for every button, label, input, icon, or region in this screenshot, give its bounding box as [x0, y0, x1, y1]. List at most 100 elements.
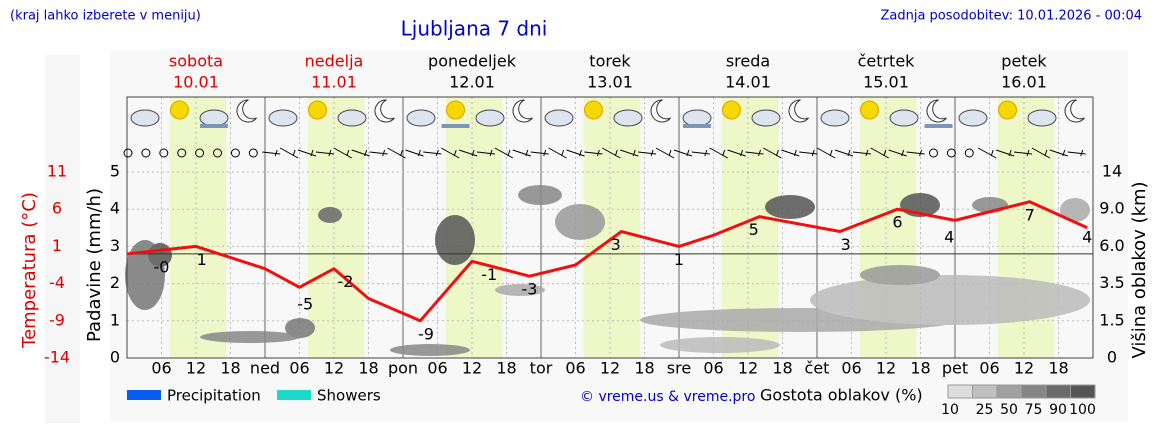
fog-icon — [683, 124, 711, 128]
cloud-icon — [889, 109, 919, 127]
wind-barb — [1031, 147, 1051, 159]
calm-wind — [248, 148, 258, 158]
density-swatch — [996, 384, 1022, 399]
day-name: torek — [589, 52, 631, 71]
temp-tick-label: 6 — [52, 199, 62, 218]
wind-barb — [620, 149, 639, 157]
temp-label: -0 — [154, 257, 170, 276]
day-name: nedelja — [305, 52, 364, 71]
day-date: 15.01 — [863, 73, 909, 92]
density-label: 75 — [1025, 402, 1043, 418]
daylight-band — [169, 97, 227, 358]
x-tick-label: 06 — [289, 359, 309, 378]
moon-icon — [926, 99, 947, 123]
wind-barb — [584, 149, 603, 157]
cloud-icon — [544, 109, 574, 127]
day-date: 10.01 — [173, 73, 219, 92]
temp-label: -1 — [481, 265, 497, 284]
title: Ljubljana 7 dni — [401, 17, 548, 41]
wind-barb — [602, 147, 621, 159]
fog-icon — [441, 124, 470, 128]
temp-tick-label: -4 — [49, 273, 65, 292]
cloud-icon — [751, 109, 781, 127]
density-swatch — [1045, 384, 1071, 399]
y2-tick-label: 3.5 — [1099, 273, 1124, 292]
left-panel — [45, 55, 80, 423]
calm-wind — [946, 148, 956, 158]
wind-barb — [834, 149, 854, 157]
cloud-density — [125, 185, 1090, 356]
wind-barb — [512, 149, 531, 157]
x-tick-label: 12 — [462, 359, 482, 378]
y2-tick-label: 0 — [1107, 348, 1117, 367]
wind-barb — [262, 149, 281, 157]
wind-barb — [1013, 149, 1033, 157]
temp-axis-title: Temperatura (°C) — [19, 192, 40, 349]
y-tick-label: 1 — [110, 310, 120, 329]
cloud-icon — [1027, 109, 1057, 127]
calm-wind — [230, 148, 240, 158]
wind-barb — [977, 147, 997, 159]
cloud-icon — [268, 109, 298, 127]
calm-wind — [964, 148, 974, 158]
y-tick-label: 3 — [110, 236, 120, 255]
sun-icon — [170, 100, 189, 120]
x-tick-label: 06 — [979, 359, 999, 378]
x-tick-label: 18 — [358, 359, 378, 378]
x-tick-label: 12 — [324, 359, 344, 378]
day-name: sreda — [726, 52, 770, 71]
wind-barb — [548, 147, 567, 159]
day-date: 13.01 — [587, 73, 633, 92]
x-tick-label: 06 — [565, 359, 585, 378]
x-tick-label: 12 — [876, 359, 896, 378]
density-swatch — [1021, 384, 1047, 399]
moon-icon — [1064, 99, 1085, 123]
y2-tick-label: 14 — [1102, 162, 1122, 181]
x-tick-label: sre — [667, 359, 691, 378]
y-tick-label: 5 — [110, 162, 120, 181]
density-label: 50 — [1000, 402, 1018, 418]
temp-label: 5 — [749, 220, 759, 239]
x-tick-label: 18 — [496, 359, 516, 378]
wind-barb — [476, 149, 496, 157]
day-date: 11.01 — [311, 73, 357, 92]
x-tick-label: 18 — [772, 359, 792, 378]
cloud-icon — [958, 109, 988, 127]
wind-barb — [297, 149, 317, 157]
wind-barb — [763, 147, 782, 159]
wind-barb — [279, 147, 299, 159]
temp-label: 4 — [944, 228, 954, 247]
sun-icon — [446, 100, 465, 120]
wind-barb — [387, 147, 406, 159]
updated: Zadnja posodobitev: 10.01.2026 - 00:04 — [880, 9, 1142, 24]
x-tick-label: tor — [530, 359, 553, 378]
wind-barb — [458, 149, 478, 157]
density-swatch — [1070, 384, 1096, 399]
cloud-icon — [820, 109, 850, 127]
y2-axis-title: Višina oblakov (km) — [1129, 181, 1150, 358]
foreground-layer: sobota 10.01 nedelja 11.01 ponedeljek 12.01 to… — [19, 52, 1150, 419]
wind-barb — [655, 147, 675, 159]
wind-barb — [745, 149, 764, 157]
x-tick-label: 06 — [427, 359, 447, 378]
x-tick-label: 12 — [186, 359, 206, 378]
plot-frame — [126, 96, 1094, 359]
temp-tick-label: -14 — [44, 348, 70, 367]
cloud-icon — [613, 109, 643, 127]
x-tick-label: 12 — [1014, 359, 1034, 378]
temp-label: 3 — [611, 235, 621, 254]
temp-label: 6 — [892, 213, 902, 232]
calm-wind — [929, 148, 938, 158]
calm-wind — [177, 148, 187, 158]
density-label: 10 — [941, 402, 959, 418]
wind-barb — [566, 149, 585, 157]
day-name: petek — [1001, 52, 1047, 71]
temp-label: -3 — [522, 280, 538, 299]
sun-icon — [998, 100, 1017, 120]
x-tick-label: pet — [942, 359, 968, 378]
temp-tick-label: 11 — [47, 162, 67, 181]
temperature-line — [126, 200, 1088, 323]
x-tick-label: 18 — [220, 359, 240, 378]
cloud-icon — [199, 109, 229, 127]
